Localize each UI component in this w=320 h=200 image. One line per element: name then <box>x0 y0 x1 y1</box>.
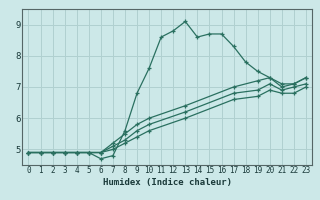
X-axis label: Humidex (Indice chaleur): Humidex (Indice chaleur) <box>103 178 232 187</box>
